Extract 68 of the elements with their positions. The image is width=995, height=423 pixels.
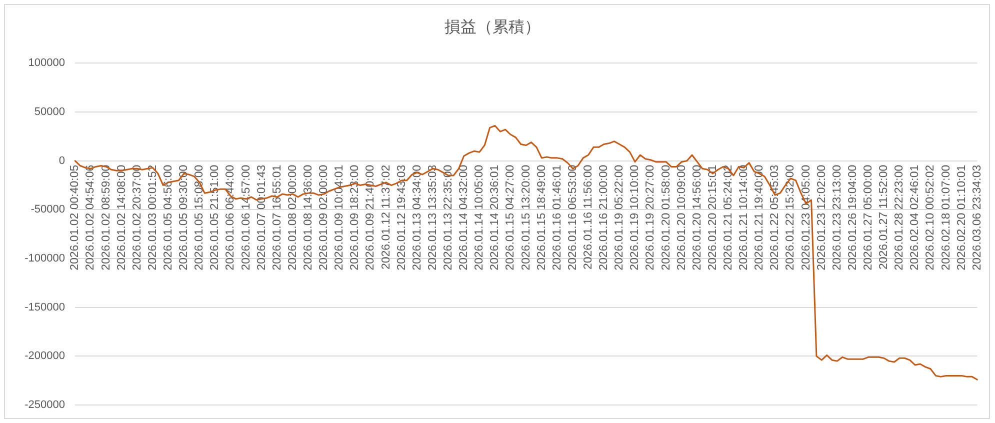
y-tick-label: -150000 xyxy=(24,301,65,314)
x-tick-label: 2026.01.20 10:09:00 xyxy=(676,164,688,270)
x-tick-label: 2026.01.16 01:46:01 xyxy=(551,164,564,270)
x-tick-label: 2026.01.02 14:08:00 xyxy=(116,164,128,270)
x-tick-label: 2026.01.06 06:44:00 xyxy=(224,164,237,270)
x-tick-label: 2026.01.09 21:40:00 xyxy=(364,164,377,270)
x-tick-label: 2026.01.16 11:56:00 xyxy=(582,164,594,270)
x-tick-label: 2026.01.12 19:43:03 xyxy=(396,164,408,270)
x-tick-label: 2026.01.21 19:40:00 xyxy=(754,164,766,270)
x-tick-label: 2026.01.22 15:32:00 xyxy=(784,164,797,270)
y-tick-label: -100000 xyxy=(24,252,65,265)
x-tick-label: 2026.01.21 10:14:00 xyxy=(738,164,750,270)
x-tick-label: 2026.01.05 09:30:00 xyxy=(178,164,190,270)
x-tick-label: 2026.01.27 11:52:00 xyxy=(878,164,890,270)
x-tick-label: 2026.02.20 01:10:01 xyxy=(956,164,968,270)
x-tick-label: 2026.01.13 04:34:00 xyxy=(411,164,424,270)
x-tick-label: 2026.01.06 14:57:00 xyxy=(240,164,252,270)
x-tick-label: 2026.01.14 10:05:00 xyxy=(474,164,486,270)
x-tick-label: 2026.01.28 22:23:00 xyxy=(894,164,906,270)
x-tick-label: 2026.01.22 05:45:03 xyxy=(769,164,782,270)
x-tick-label: 2026.01.15 13:20:00 xyxy=(520,164,532,270)
x-tick-label: 2026.01.08 14:36:00 xyxy=(302,164,314,270)
x-tick-label: 2026.01.20 14:56:00 xyxy=(691,164,704,270)
x-tick-label: 2026.01.05 21:51:00 xyxy=(209,164,222,270)
chart-title: 損益（累積） xyxy=(444,18,540,36)
x-tick-label: 2026.01.02 00:40:05 xyxy=(69,164,82,270)
y-tick-label: -50000 xyxy=(30,204,65,216)
x-tick-label: 2026.01.19 10:10:00 xyxy=(629,164,642,270)
x-tick-label: 2026.01.05 04:56:00 xyxy=(162,164,175,270)
x-tick-label: 2026.01.23 23:13:00 xyxy=(831,164,844,270)
x-tick-label: 2026.01.19 20:27:00 xyxy=(644,164,657,270)
x-tick-label: 2026.01.09 02:00:00 xyxy=(318,164,330,270)
x-tick-label: 2026.02.18 01:07:00 xyxy=(940,164,952,270)
x-tick-label: 2026.01.12 11:37:02 xyxy=(380,164,392,270)
x-tick-label: 2026.01.15 04:27:00 xyxy=(504,164,517,270)
x-tick-label: 2026.01.16 06:53:00 xyxy=(566,164,579,270)
y-tick-label: -250000 xyxy=(24,399,65,412)
x-tick-label: 2026.01.13 13:35:03 xyxy=(426,164,439,270)
x-tick-label: 2026.01.20 01:58:00 xyxy=(660,164,672,270)
x-tick-label: 2026.01.23 04:05:00 xyxy=(800,164,812,270)
x-tick-label: 2026.01.09 18:23:00 xyxy=(349,164,362,270)
x-tick-label: 2026.03.06 23:34:03 xyxy=(971,164,984,270)
x-tick-label: 2026.01.02 08:59:00 xyxy=(100,164,112,270)
x-tick-label: 2026.01.20 20:15:01 xyxy=(706,164,719,270)
x-tick-label: 2026.01.02 04:54:06 xyxy=(84,164,97,270)
x-tick-label: 2026.01.07 00:01:43 xyxy=(256,164,268,270)
x-tick-label: 2026.01.15 18:49:00 xyxy=(536,164,548,270)
x-tick-label: 2026.01.14 20:36:01 xyxy=(489,164,502,270)
x-tick-label: 2026.01.26 19:04:00 xyxy=(846,164,859,270)
x-tick-label: 2026.01.02 20:37:00 xyxy=(131,164,144,270)
x-tick-label: 2026.01.27 05:00:00 xyxy=(862,164,874,270)
x-tick-label: 2026.01.16 21:00:00 xyxy=(598,164,610,270)
x-tick-label: 2026.01.07 16:55:01 xyxy=(271,164,284,270)
x-tick-label: 2026.01.08 02:00:00 xyxy=(286,164,299,270)
x-tick-label: 2026.01.13 22:35:00 xyxy=(442,164,454,270)
x-tick-label: 2026.01.21 05:24:02 xyxy=(722,164,734,270)
x-tick-label: 2026.01.19 05:22:00 xyxy=(614,164,626,270)
x-tick-label: 2026.01.05 15:08:00 xyxy=(194,164,206,270)
y-tick-label: 50000 xyxy=(34,106,65,118)
y-tick-label: -200000 xyxy=(24,350,65,362)
x-tick-label: 2026.01.23 12:02:00 xyxy=(816,164,828,270)
y-tick-label: 100000 xyxy=(28,57,65,70)
x-tick-label: 2026.01.03 00:01:52 xyxy=(146,164,159,270)
y-tick-label: 0 xyxy=(58,154,65,167)
x-tick-label: 2026.02.04 02:46:01 xyxy=(909,164,922,270)
x-tick-label: 2026.01.09 10:04:01 xyxy=(334,164,346,270)
x-tick-label: 2026.01.14 04:32:00 xyxy=(458,164,470,270)
x-tick-label: 2026.02.10 00:52:02 xyxy=(924,164,937,270)
